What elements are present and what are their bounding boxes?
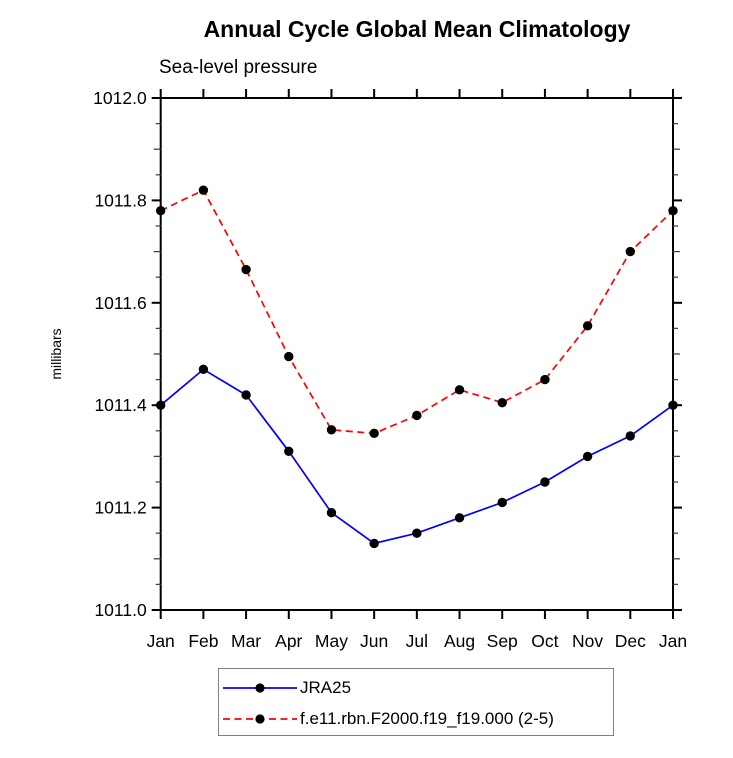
svg-text:Mar: Mar — [231, 631, 261, 651]
chart-subtitle: Sea-level pressure — [159, 57, 318, 78]
svg-text:Jun: Jun — [360, 631, 388, 651]
svg-text:1012.0: 1012.0 — [93, 88, 147, 108]
svg-text:Sep: Sep — [487, 631, 518, 651]
svg-text:1011.2: 1011.2 — [94, 498, 146, 518]
legend-line-model-icon — [223, 714, 297, 724]
svg-text:Nov: Nov — [572, 631, 603, 651]
svg-text:Feb: Feb — [188, 631, 218, 651]
svg-text:1011.8: 1011.8 — [94, 190, 146, 210]
legend-label-model: f.e11.rbn.F2000.f19_f19.000 (2-5) — [300, 709, 554, 728]
legend: JRA25 f.e11.rbn.F2000.f19_f19.000 (2-5) — [218, 668, 614, 736]
svg-text:Oct: Oct — [531, 631, 558, 651]
svg-text:1011.0: 1011.0 — [94, 600, 146, 620]
legend-item-model: f.e11.rbn.F2000.f19_f19.000 (2-5) — [223, 709, 554, 729]
svg-text:Apr: Apr — [275, 631, 302, 651]
legend-item-jra25: JRA25 — [223, 678, 351, 698]
svg-text:1011.6: 1011.6 — [94, 293, 146, 313]
svg-text:Jul: Jul — [406, 631, 428, 651]
legend-label-jra25: JRA25 — [300, 678, 352, 697]
chart-title: Annual Cycle Global Mean Climatology — [203, 16, 631, 42]
svg-text:Jan: Jan — [659, 631, 687, 651]
svg-text:Dec: Dec — [615, 631, 646, 651]
legend-line-jra25-icon — [223, 683, 297, 693]
svg-text:Jan: Jan — [147, 631, 175, 651]
svg-text:Aug: Aug — [444, 631, 475, 651]
svg-text:1011.4: 1011.4 — [94, 395, 146, 415]
svg-text:May: May — [315, 631, 348, 651]
